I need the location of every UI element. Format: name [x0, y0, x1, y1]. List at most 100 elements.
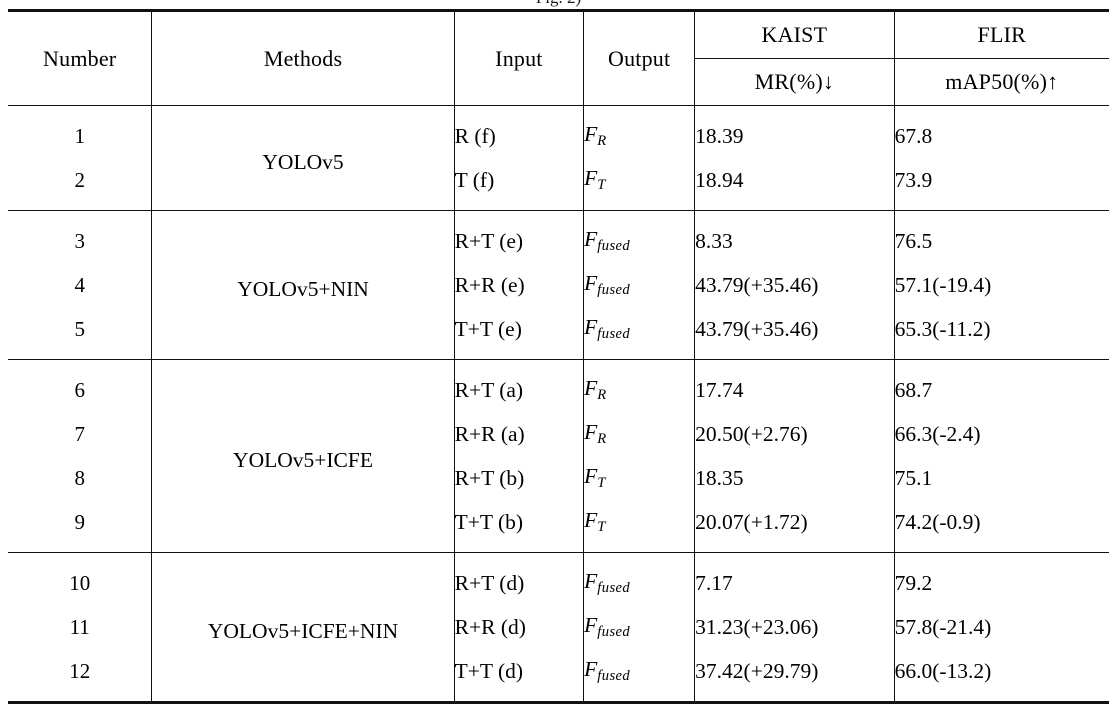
- cell-flir-map50: 66.0(-13.2): [894, 649, 1109, 702]
- table-row: 1 YOLOv5 R (f) FR 18.39 67.8: [8, 106, 1109, 158]
- cell-kaist-mr: 17.74: [695, 360, 894, 412]
- cell-output-base: F: [584, 166, 597, 190]
- cell-number: 2: [8, 158, 152, 211]
- cell-output-sub: fused: [597, 668, 630, 684]
- cell-output-base: F: [584, 315, 597, 339]
- results-table: Number Methods Input Output KAIST FLIR M…: [8, 9, 1109, 704]
- cell-number: 8: [8, 456, 152, 500]
- cell-number: 3: [8, 211, 152, 263]
- cell-output: Ffused: [584, 307, 695, 360]
- cell-input: R (f): [454, 106, 584, 158]
- cell-flir-map50: 57.8(-21.4): [894, 605, 1109, 649]
- cell-flir-map50: 68.7: [894, 360, 1109, 412]
- table-row: 10 YOLOv5+ICFE+NIN R+T (d) Ffused 7.17 7…: [8, 553, 1109, 605]
- cell-output-base: F: [584, 271, 597, 295]
- header-number: Number: [8, 12, 152, 106]
- cell-flir-map50: 67.8: [894, 106, 1109, 158]
- cell-output: FT: [584, 456, 695, 500]
- cell-flir-map50: 76.5: [894, 211, 1109, 263]
- header-output: Output: [584, 12, 695, 106]
- cell-output: Ffused: [584, 263, 695, 307]
- cell-input: T (f): [454, 158, 584, 211]
- cell-number: 12: [8, 649, 152, 702]
- cell-flir-map50: 73.9: [894, 158, 1109, 211]
- cell-output-sub: R: [597, 431, 606, 447]
- cell-kaist-mr: 18.94: [695, 158, 894, 211]
- cell-number: 11: [8, 605, 152, 649]
- cell-output-sub: T: [597, 177, 606, 193]
- cell-output-sub: fused: [597, 624, 630, 640]
- cell-output: Ffused: [584, 605, 695, 649]
- cell-output-sub: R: [597, 133, 606, 149]
- cell-output-base: F: [584, 569, 597, 593]
- table-row: 6 YOLOv5+ICFE R+T (a) FR 17.74 68.7: [8, 360, 1109, 412]
- cell-output: FT: [584, 500, 695, 553]
- cell-output-base: F: [584, 464, 597, 488]
- cell-number: 1: [8, 106, 152, 158]
- cell-input: R+T (d): [454, 553, 584, 605]
- cell-method: YOLOv5+ICFE+NIN: [152, 553, 454, 702]
- cell-flir-map50: 66.3(-2.4): [894, 412, 1109, 456]
- cell-output-base: F: [584, 508, 597, 532]
- cell-output: Ffused: [584, 211, 695, 263]
- caption-remnant: Fig. 2): [0, 0, 1117, 7]
- cell-output-base: F: [584, 420, 597, 444]
- cell-input: T+T (e): [454, 307, 584, 360]
- cell-number: 9: [8, 500, 152, 553]
- cell-flir-map50: 57.1(-19.4): [894, 263, 1109, 307]
- cell-output-sub: R: [597, 387, 606, 403]
- cell-output-sub: fused: [597, 326, 630, 342]
- cell-output: FT: [584, 158, 695, 211]
- cell-output: FR: [584, 106, 695, 158]
- cell-kaist-mr: 37.42(+29.79): [695, 649, 894, 702]
- cell-method: YOLOv5+NIN: [152, 211, 454, 360]
- cell-output-sub: T: [597, 519, 606, 535]
- cell-output: Ffused: [584, 649, 695, 702]
- cell-flir-map50: 75.1: [894, 456, 1109, 500]
- cell-output-base: F: [584, 227, 597, 251]
- caption-remnant-text: Fig. 2): [536, 0, 581, 7]
- cell-output: FR: [584, 412, 695, 456]
- header-metric-kaist: MR(%)↓: [695, 59, 894, 106]
- table-header-row-top: Number Methods Input Output KAIST FLIR: [8, 12, 1109, 59]
- cell-output-sub: fused: [597, 580, 630, 596]
- cell-kaist-mr: 7.17: [695, 553, 894, 605]
- cell-number: 5: [8, 307, 152, 360]
- cell-number: 6: [8, 360, 152, 412]
- cell-flir-map50: 79.2: [894, 553, 1109, 605]
- cell-input: R+T (b): [454, 456, 584, 500]
- cell-flir-map50: 74.2(-0.9): [894, 500, 1109, 553]
- header-input: Input: [454, 12, 584, 106]
- header-methods: Methods: [152, 12, 454, 106]
- cell-output-sub: T: [597, 475, 606, 491]
- cell-output: Ffused: [584, 553, 695, 605]
- cell-input: T+T (d): [454, 649, 584, 702]
- header-dataset-kaist: KAIST: [695, 12, 894, 59]
- cell-number: 7: [8, 412, 152, 456]
- cell-kaist-mr: 18.39: [695, 106, 894, 158]
- cell-kaist-mr: 20.50(+2.76): [695, 412, 894, 456]
- cell-kaist-mr: 8.33: [695, 211, 894, 263]
- cell-input: T+T (b): [454, 500, 584, 553]
- cell-kaist-mr: 43.79(+35.46): [695, 263, 894, 307]
- cell-flir-map50: 65.3(-11.2): [894, 307, 1109, 360]
- cell-output-base: F: [584, 657, 597, 681]
- results-table-container: Number Methods Input Output KAIST FLIR M…: [8, 9, 1109, 704]
- cell-number: 4: [8, 263, 152, 307]
- cell-output-sub: fused: [597, 282, 630, 298]
- cell-output: FR: [584, 360, 695, 412]
- cell-kaist-mr: 43.79(+35.46): [695, 307, 894, 360]
- cell-output-base: F: [584, 122, 597, 146]
- table-row: 3 YOLOv5+NIN R+T (e) Ffused 8.33 76.5: [8, 211, 1109, 263]
- cell-input: R+R (d): [454, 605, 584, 649]
- cell-kaist-mr: 18.35: [695, 456, 894, 500]
- header-metric-flir: mAP50(%)↑: [894, 59, 1109, 106]
- cell-input: R+R (e): [454, 263, 584, 307]
- header-dataset-flir: FLIR: [894, 12, 1109, 59]
- cell-method: YOLOv5: [152, 106, 454, 211]
- cell-input: R+T (a): [454, 360, 584, 412]
- cell-input: R+R (a): [454, 412, 584, 456]
- cell-input: R+T (e): [454, 211, 584, 263]
- cell-kaist-mr: 20.07(+1.72): [695, 500, 894, 553]
- cell-method: YOLOv5+ICFE: [152, 360, 454, 553]
